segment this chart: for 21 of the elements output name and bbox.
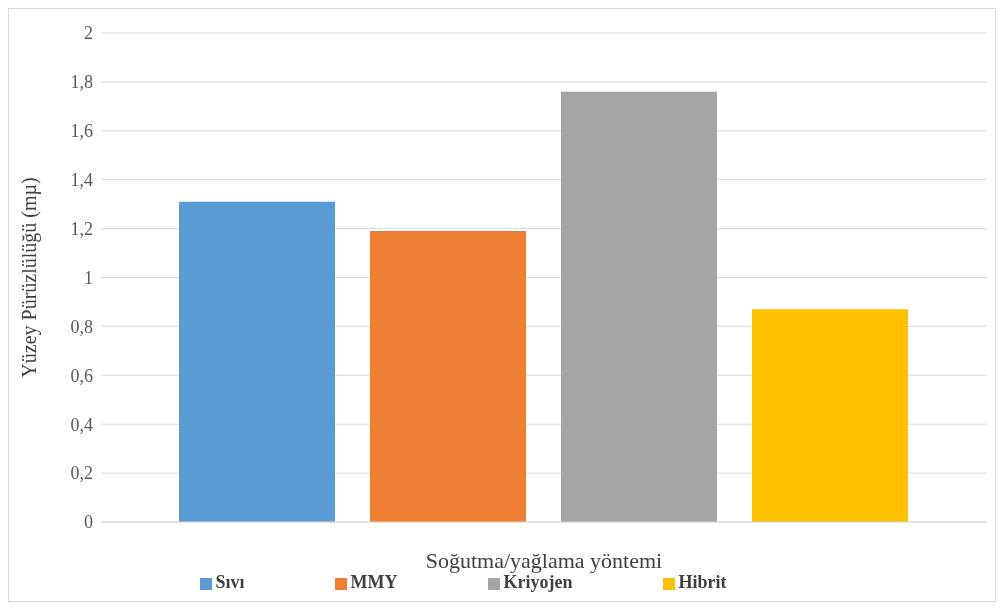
y-tick-label: 0,2	[70, 463, 93, 484]
y-tick-label: 1,4	[70, 170, 93, 191]
y-axis-title: Yüzey Pürüzlülüğü (mµ)	[18, 177, 42, 378]
bar	[752, 309, 908, 522]
x-axis-title: Soğutma/yağlama yöntemi	[425, 548, 663, 573]
bar	[561, 91, 717, 522]
legend-label: MMY	[350, 572, 398, 592]
y-tick-label: 2	[84, 23, 93, 44]
y-tick-label: 0	[84, 512, 93, 533]
y-tick-label: 0,6	[70, 365, 93, 386]
y-tick-label: 0,4	[70, 414, 93, 435]
legend-label: Sıvı	[215, 572, 245, 592]
y-tick-label: 1	[84, 267, 93, 288]
y-tick-label: 1,2	[70, 218, 93, 239]
y-tick-label: 1,6	[70, 121, 93, 142]
bar	[370, 231, 526, 522]
y-tick-label: 0,8	[70, 316, 93, 337]
y-tick-label: 1,8	[70, 72, 93, 93]
legend-label: Hibrit	[678, 572, 727, 592]
legend-label: Kriyojen	[503, 572, 573, 592]
bar	[179, 201, 335, 522]
